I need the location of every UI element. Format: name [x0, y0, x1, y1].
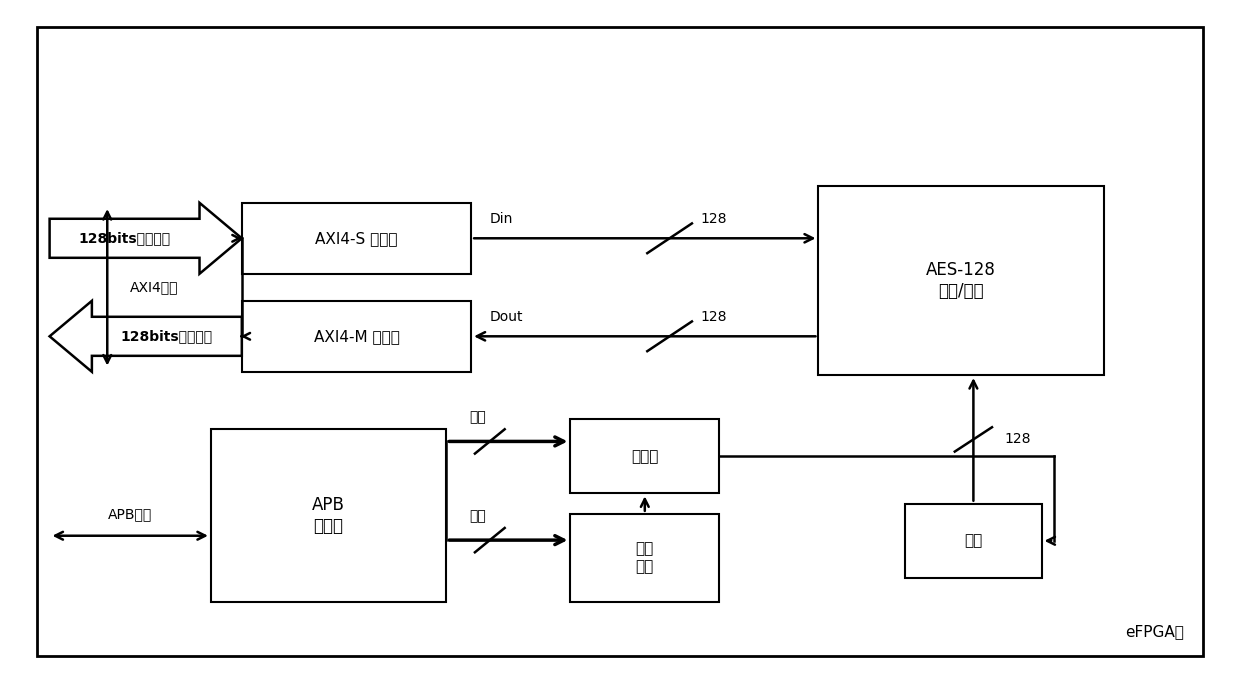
- Text: 128bits读数据流: 128bits读数据流: [120, 329, 213, 343]
- Bar: [905, 504, 1042, 578]
- Text: 地址: 地址: [469, 509, 486, 523]
- Text: 数据: 数据: [469, 410, 486, 425]
- Polygon shape: [50, 301, 242, 372]
- Text: 128: 128: [1004, 433, 1030, 446]
- Text: AES-128
加密/解密: AES-128 加密/解密: [926, 261, 996, 300]
- Text: Dout: Dout: [490, 310, 523, 324]
- Text: 128bits写数据流: 128bits写数据流: [78, 231, 171, 245]
- Text: 地址
解码: 地址 解码: [636, 541, 653, 574]
- Text: 128: 128: [701, 212, 727, 226]
- Text: eFPGA核: eFPGA核: [1126, 624, 1184, 639]
- Polygon shape: [50, 203, 242, 274]
- Text: APB
从设备: APB 从设备: [312, 496, 345, 535]
- Bar: [242, 203, 471, 274]
- Bar: [242, 301, 471, 372]
- Text: APB总线: APB总线: [108, 507, 153, 521]
- Bar: [818, 186, 1104, 375]
- Text: 寄存器: 寄存器: [631, 449, 658, 464]
- Bar: [211, 429, 446, 602]
- Text: AXI4-M 主设备: AXI4-M 主设备: [314, 329, 399, 344]
- Bar: [570, 514, 719, 602]
- Bar: [570, 419, 719, 493]
- Text: AXI4-S 从设备: AXI4-S 从设备: [315, 231, 398, 246]
- Text: 128: 128: [701, 310, 727, 324]
- Text: AXI4总线: AXI4总线: [129, 281, 179, 294]
- Text: 密鑰: 密鑰: [965, 533, 982, 548]
- Text: Din: Din: [490, 212, 513, 226]
